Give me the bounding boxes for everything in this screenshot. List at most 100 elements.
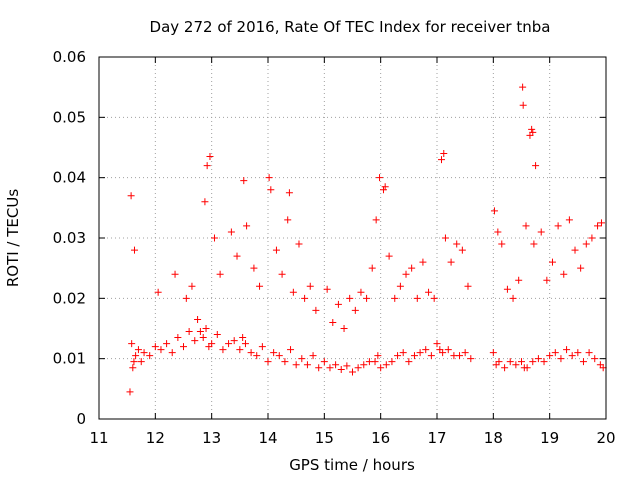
x-tick-label: 14	[258, 429, 277, 447]
data-point	[227, 228, 235, 236]
data-point	[441, 234, 449, 242]
x-tick-label: 13	[202, 429, 221, 447]
data-point	[180, 343, 187, 351]
data-point	[464, 282, 472, 290]
grid-lines	[99, 57, 606, 419]
data-point	[548, 258, 556, 266]
data-point	[523, 364, 531, 372]
data-point	[243, 222, 251, 230]
data-point	[579, 358, 587, 366]
data-point	[530, 240, 538, 248]
data-point	[563, 346, 571, 354]
data-point	[315, 364, 323, 372]
data-point	[410, 352, 418, 360]
x-tick-labels: 11 12 13 14 15 16 17 18 19 20	[89, 429, 615, 447]
data-point	[281, 358, 289, 366]
data-point	[292, 361, 300, 369]
data-point	[489, 349, 497, 357]
data-point	[295, 240, 303, 248]
data-point	[340, 325, 348, 332]
data-point	[329, 318, 337, 326]
data-point	[225, 340, 233, 348]
y-tick-label: 0.03	[53, 229, 86, 247]
data-point	[208, 340, 216, 348]
data-point	[199, 334, 207, 342]
data-point	[154, 288, 162, 296]
data-point	[140, 349, 148, 357]
x-tick-label: 15	[315, 429, 334, 447]
data-point	[206, 153, 214, 161]
data-point	[440, 150, 448, 158]
data-point	[594, 222, 602, 230]
data-point	[301, 294, 309, 302]
data-point	[453, 240, 461, 248]
data-point	[588, 234, 596, 242]
data-point	[372, 216, 380, 224]
data-point	[494, 228, 502, 236]
data-point	[399, 349, 407, 357]
data-point	[543, 276, 551, 284]
y-tick-label: 0.04	[53, 169, 86, 187]
x-axis-label: GPS time / hours	[289, 456, 415, 474]
data-point	[247, 349, 255, 357]
data-point	[306, 282, 314, 290]
data-point	[284, 216, 292, 224]
data-point	[371, 358, 379, 366]
data-point	[270, 349, 278, 357]
data-point	[216, 270, 224, 278]
data-point	[501, 364, 509, 372]
data-point	[518, 358, 525, 366]
data-point	[163, 340, 171, 348]
data-point	[461, 349, 469, 357]
data-point	[128, 340, 136, 348]
data-point	[171, 270, 179, 278]
data-point	[408, 264, 416, 272]
data-point	[519, 83, 527, 91]
data-point	[191, 337, 199, 345]
data-point	[522, 222, 530, 230]
y-tick-label: 0.06	[53, 48, 86, 66]
data-point	[250, 264, 258, 272]
data-point	[264, 358, 272, 366]
data-point	[546, 352, 554, 360]
data-point	[388, 358, 396, 366]
data-point	[532, 162, 540, 170]
data-point	[320, 358, 328, 366]
data-point	[528, 125, 536, 133]
data-point	[265, 174, 273, 182]
data-point	[574, 349, 582, 357]
data-point	[134, 346, 142, 354]
data-point	[230, 337, 238, 345]
x-tick-label: 19	[540, 429, 559, 447]
y-tick-label: 0	[76, 410, 86, 428]
data-point	[382, 361, 390, 369]
data-point	[503, 285, 511, 293]
data-point	[334, 300, 342, 308]
data-point	[506, 358, 514, 366]
data-point	[267, 186, 275, 194]
data-point	[357, 288, 365, 296]
data-point	[565, 216, 573, 224]
data-point	[126, 388, 134, 396]
data-point	[554, 222, 562, 230]
data-point	[289, 288, 297, 296]
data-point	[377, 364, 385, 372]
data-point	[303, 361, 311, 369]
data-point	[425, 288, 433, 296]
data-point	[427, 352, 435, 360]
data-point	[210, 234, 218, 242]
data-point	[185, 328, 193, 336]
data-point	[495, 358, 503, 366]
x-tick-label: 18	[484, 429, 503, 447]
data-point	[557, 355, 565, 363]
x-tick-label: 17	[427, 429, 446, 447]
data-point	[196, 328, 204, 336]
x-tick-label: 20	[596, 429, 615, 447]
data-point	[363, 294, 371, 302]
data-point	[326, 364, 334, 372]
data-point	[219, 346, 227, 354]
data-point	[233, 252, 241, 260]
data-point	[157, 346, 165, 354]
data-point	[298, 355, 306, 363]
data-point	[597, 219, 605, 227]
